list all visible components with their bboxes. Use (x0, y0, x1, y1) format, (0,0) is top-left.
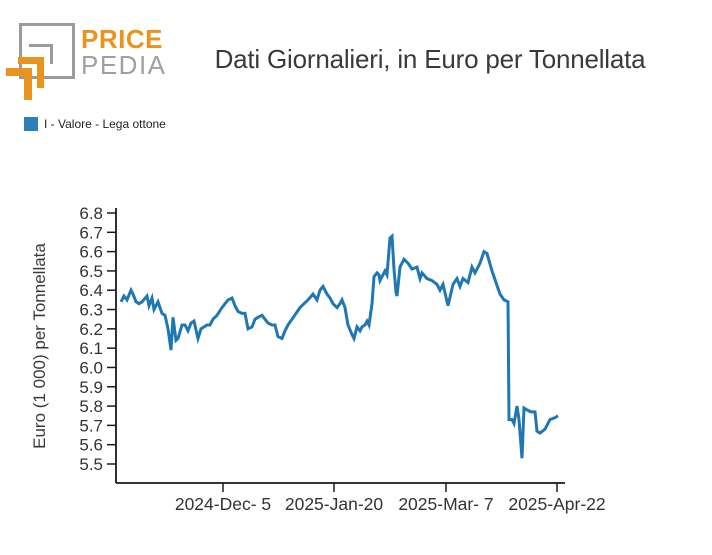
y-tick-label: 5.6 (79, 436, 103, 455)
logo-orange-corner-icon (18, 57, 44, 88)
y-tick-label: 6.6 (79, 243, 103, 262)
y-axis-tick-labels: 6.86.76.66.56.46.36.26.16.05.95.85.75.65… (79, 204, 103, 474)
y-axis-title: Euro (1 000) per Tonnellata (30, 243, 49, 449)
y-tick-label: 6.0 (79, 358, 103, 377)
x-axis-tick-marks (222, 483, 558, 492)
y-tick-label: 5.8 (79, 397, 103, 416)
y-tick-label: 6.8 (79, 204, 103, 223)
y-tick-label: 5.9 (79, 378, 103, 397)
logo-square-icon (19, 23, 75, 79)
x-tick-label: 2025-Jan-20 (285, 494, 384, 514)
pricepedia-logo[interactable]: PRICE PEDIA (0, 0, 180, 110)
price-series-line (119, 232, 559, 459)
x-tick-label: 2025-Mar- 7 (398, 494, 493, 514)
legend-swatch (24, 117, 38, 131)
y-tick-label: 5.7 (79, 416, 103, 435)
y-tick-label: 6.7 (79, 223, 103, 242)
x-tick-label: 2025-Apr-22 (508, 494, 605, 514)
logo-orange-corner2-icon (6, 68, 32, 100)
y-tick-label: 6.1 (79, 339, 103, 358)
y-axis-tick-marks (107, 212, 116, 465)
chart-axes (115, 208, 565, 484)
y-tick-label: 5.5 (79, 455, 103, 474)
x-tick-label: 2024-Dec- 5 (175, 494, 271, 514)
logo-text-price: PRICE (81, 24, 163, 54)
legend-label: I - Valore - Lega ottone (44, 117, 166, 131)
logo-gray-corner-icon (29, 44, 53, 64)
y-tick-label: 6.5 (79, 262, 103, 281)
y-tick-label: 6.4 (79, 281, 103, 300)
logo-text-pedia: PEDIA (81, 50, 167, 80)
page-title: Dati Giornalieri, in Euro per Tonnellata (214, 44, 646, 74)
x-axis-tick-labels: 2024-Dec- 5 2025-Jan-20 2025-Mar- 7 2025-Ap… (175, 494, 606, 514)
legend-item[interactable]: I - Valore - Lega ottone (24, 117, 166, 131)
y-tick-label: 6.2 (79, 320, 103, 339)
y-tick-label: 6.3 (79, 301, 103, 320)
